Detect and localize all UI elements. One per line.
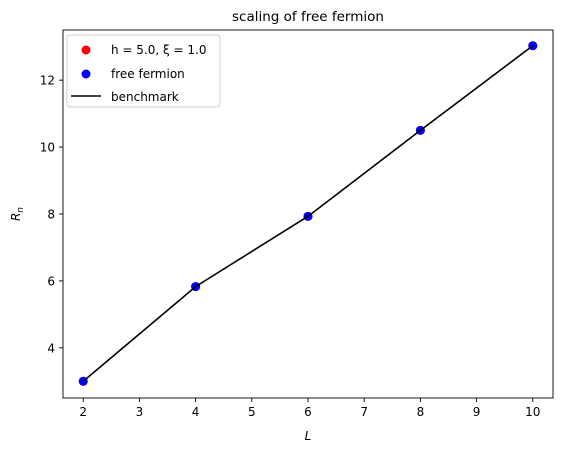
y-axis-ticks: 4 6 8 10 12	[40, 74, 63, 356]
legend-label-red-series: h = 5.0, ξ = 1.0	[111, 43, 206, 57]
chart-title: scaling of free fermion	[232, 9, 384, 25]
x-axis-label: L	[305, 429, 312, 443]
legend: h = 5.0, ξ = 1.0 free fermion benchmark	[67, 35, 220, 107]
x-tick-label: 4	[192, 405, 200, 419]
legend-marker-red-series	[82, 46, 91, 55]
x-tick-label: 7	[360, 405, 368, 419]
y-tick-label: 6	[47, 274, 55, 288]
x-tick-label: 10	[525, 405, 540, 419]
x-tick-label: 2	[79, 405, 87, 419]
y-tick-label: 10	[40, 141, 55, 155]
x-tick-label: 3	[136, 405, 144, 419]
x-axis-ticks: 2 3 4 5 6 7 8 9 10	[79, 398, 540, 419]
x-tick-label: 6	[304, 405, 312, 419]
legend-label-free-fermion: free fermion	[111, 67, 185, 81]
legend-label-benchmark: benchmark	[111, 90, 179, 104]
y-tick-label: 4	[47, 341, 55, 355]
x-tick-label: 5	[248, 405, 256, 419]
x-tick-label: 8	[417, 405, 425, 419]
y-tick-label: 8	[47, 208, 55, 222]
legend-marker-free-fermion	[82, 70, 91, 79]
y-axis-label-subscript: n	[16, 207, 26, 213]
y-tick-label: 12	[40, 74, 55, 88]
y-axis-label: Rn	[9, 207, 26, 221]
y-axis-label-main: R	[9, 213, 23, 221]
x-tick-label: 9	[473, 405, 481, 419]
